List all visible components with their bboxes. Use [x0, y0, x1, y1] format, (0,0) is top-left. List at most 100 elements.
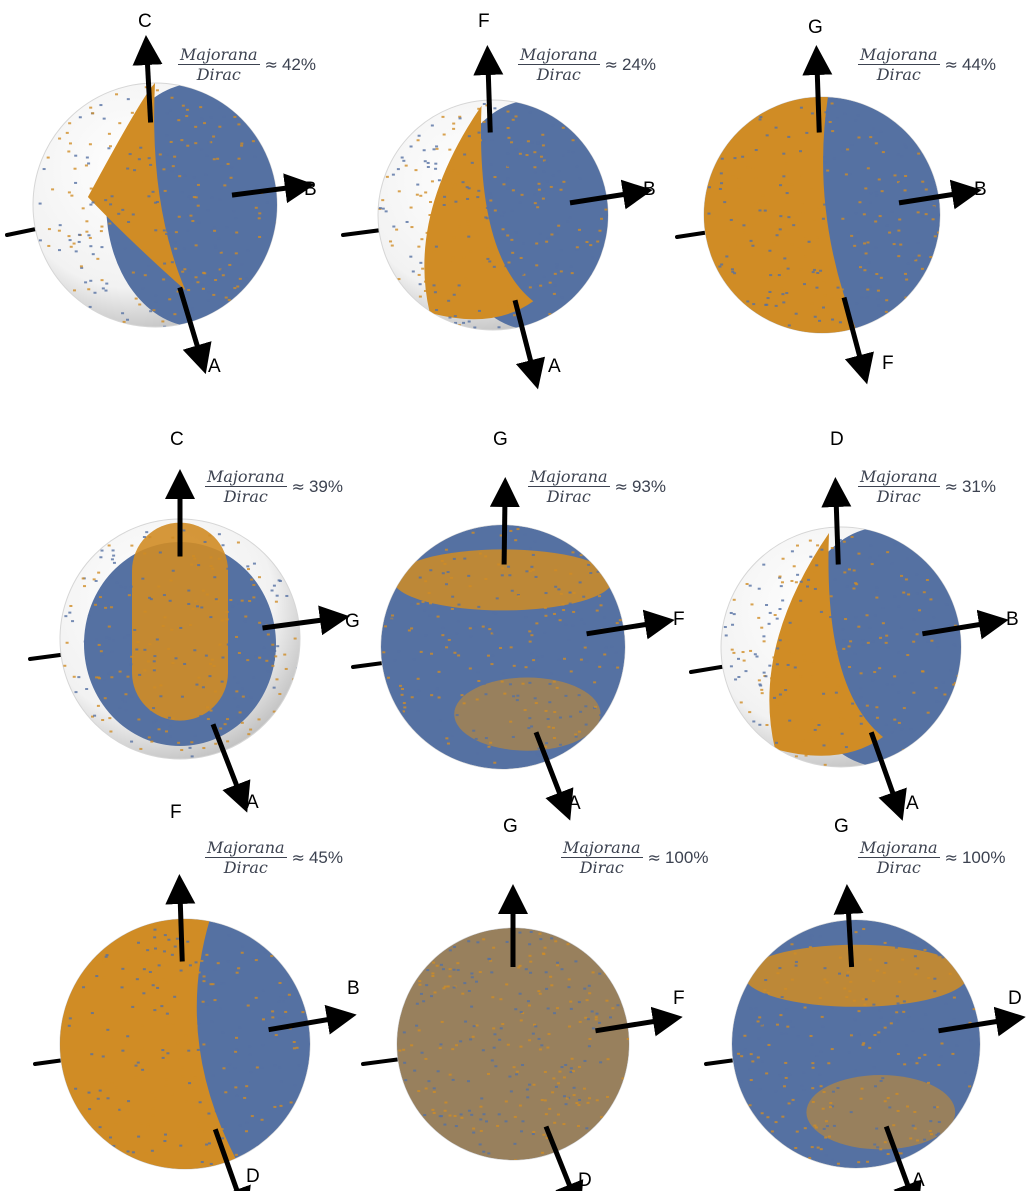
- sample-point: [746, 300, 749, 302]
- sample-point: [850, 1034, 853, 1036]
- sample-point: [262, 1018, 265, 1020]
- sample-point: [508, 574, 511, 576]
- sample-point: [219, 1008, 222, 1010]
- sample-point: [847, 971, 850, 973]
- sample-point: [836, 117, 839, 119]
- sample-point: [929, 1130, 932, 1132]
- sample-point: [133, 169, 136, 171]
- sample-point: [810, 935, 813, 937]
- sample-point: [775, 305, 778, 307]
- sample-point: [758, 588, 761, 590]
- axis-label-top: G: [493, 429, 508, 450]
- sample-point: [153, 667, 156, 669]
- sample-point: [87, 162, 90, 164]
- sample-point: [571, 551, 574, 553]
- sample-point: [854, 616, 857, 618]
- sample-point: [899, 244, 902, 246]
- sample-point: [559, 189, 562, 191]
- sample-point: [468, 990, 471, 992]
- sample-point: [816, 237, 819, 239]
- sample-point: [210, 710, 213, 712]
- sample-point: [588, 985, 591, 987]
- sample-point: [953, 997, 956, 999]
- sample-point: [162, 625, 165, 627]
- sample-point: [100, 230, 103, 232]
- sample-point: [452, 128, 455, 130]
- sample-point: [496, 597, 499, 599]
- sample-point: [476, 1024, 479, 1026]
- sample-point: [379, 207, 382, 209]
- sample-point: [883, 972, 886, 974]
- sample-point: [216, 158, 219, 160]
- ratio-numerator: Majorana: [518, 45, 600, 64]
- sample-point: [427, 162, 430, 164]
- sample-point: [535, 264, 538, 266]
- sample-point: [968, 1085, 971, 1087]
- sample-point: [126, 319, 129, 321]
- sample-point: [746, 293, 749, 295]
- sample-point: [483, 103, 486, 105]
- sample-point: [809, 556, 812, 558]
- sample-point: [822, 744, 825, 746]
- sample-point: [75, 691, 78, 693]
- sample-point: [567, 943, 570, 945]
- sample-point: [190, 564, 193, 566]
- sample-point: [875, 1128, 878, 1130]
- sample-point: [484, 693, 487, 695]
- sample-point: [862, 644, 865, 646]
- sample-point: [935, 642, 938, 644]
- sample-point: [104, 199, 107, 201]
- sample-point: [143, 669, 146, 671]
- sample-point: [837, 287, 840, 289]
- sample-point: [911, 1030, 914, 1032]
- sample-point: [820, 611, 823, 613]
- sample-point: [897, 1002, 900, 1004]
- sample-point: [196, 605, 199, 607]
- ratio-denominator: Dirac: [535, 65, 583, 84]
- sample-point: [136, 978, 139, 980]
- sample-point: [893, 719, 896, 721]
- sample-point: [535, 753, 538, 755]
- sample-point: [787, 274, 790, 276]
- sample-point: [164, 934, 167, 936]
- sample-point: [112, 549, 115, 551]
- sample-point: [218, 558, 221, 560]
- sample-point: [152, 1108, 155, 1110]
- sample-point: [768, 665, 771, 667]
- sample-point: [468, 1110, 471, 1112]
- sample-point: [916, 967, 919, 969]
- sample-point: [240, 263, 243, 265]
- sample-point: [433, 251, 436, 253]
- sample-point: [431, 180, 434, 182]
- sample-point: [51, 188, 54, 190]
- sample-point: [401, 688, 404, 690]
- sample-point: [148, 157, 151, 159]
- sample-point: [820, 1148, 823, 1150]
- sample-point: [132, 272, 135, 274]
- sample-point: [867, 642, 870, 644]
- sample-point: [592, 1027, 595, 1029]
- sample-point: [811, 112, 814, 114]
- sample-point: [786, 192, 789, 194]
- sample-point: [805, 577, 808, 579]
- sample-point: [778, 1074, 781, 1076]
- sample-point: [811, 1044, 814, 1046]
- sample-point: [859, 696, 862, 698]
- sample-point: [529, 972, 532, 974]
- sample-point: [296, 1047, 299, 1049]
- sample-point: [395, 229, 398, 231]
- sample-point: [416, 184, 419, 186]
- sample-point: [106, 1029, 109, 1031]
- sample-point: [748, 1068, 751, 1070]
- sample-point: [554, 586, 557, 588]
- sample-point: [161, 944, 164, 946]
- sample-point: [850, 235, 853, 237]
- sample-point: [206, 594, 209, 596]
- sample-point: [426, 232, 429, 234]
- sample-point: [532, 1131, 535, 1133]
- sample-point: [783, 1085, 786, 1087]
- sample-point: [218, 106, 221, 108]
- sample-point: [495, 127, 498, 129]
- sample-point: [467, 940, 470, 942]
